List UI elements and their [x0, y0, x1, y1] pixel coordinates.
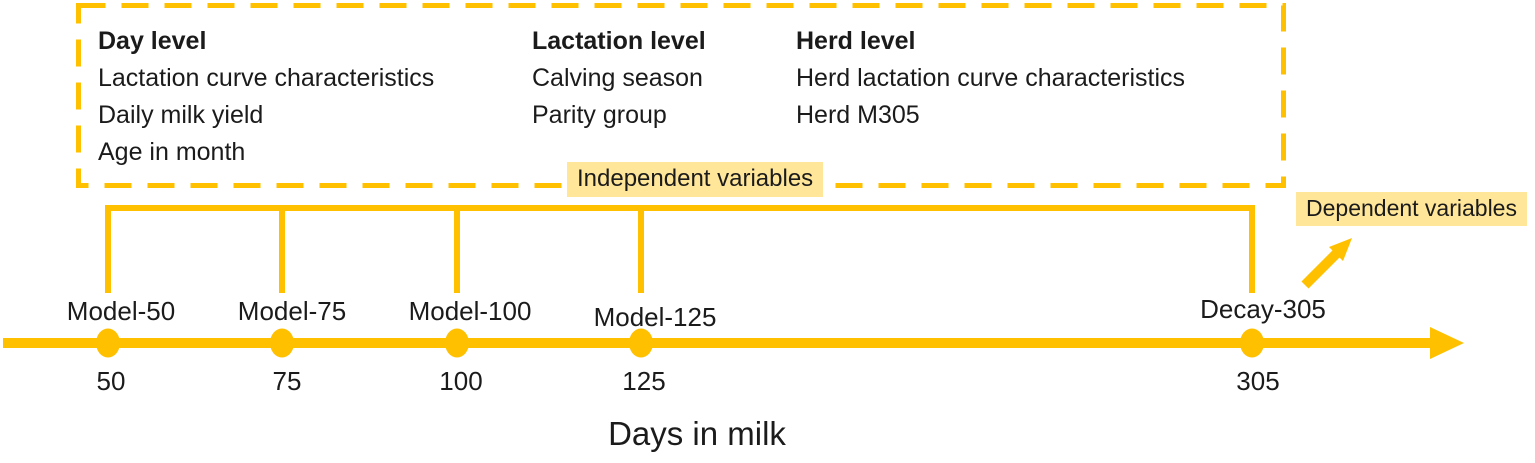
day-level-item: Lactation curve characteristics [98, 64, 435, 92]
lactation-level-item: Calving season [532, 64, 703, 92]
lactation-level-column: Lactation level Calving season Parity gr… [532, 23, 706, 134]
timeline-dot-305 [1240, 328, 1264, 358]
tick-125: 125 [622, 366, 666, 396]
lactation-level-title: Lactation level [532, 27, 706, 55]
model-125-label: Model-125 [593, 302, 717, 332]
model-75-label: Model-75 [237, 296, 347, 326]
timeline-dot-100 [445, 328, 469, 358]
timeline-arrowhead-icon [1430, 327, 1464, 359]
lactation-level-item: Parity group [532, 101, 667, 129]
independent-variables-label: Independent variables [567, 162, 824, 197]
day-level-column: Day level Lactation curve characteristic… [98, 23, 434, 171]
dependent-arrowhead-icon [1329, 238, 1352, 261]
timeline-dot-75 [270, 328, 294, 358]
herd-level-item: Herd lactation curve characteristics [796, 64, 1186, 92]
model-100-label: Model-100 [408, 296, 532, 326]
herd-level-item: Herd M305 [796, 101, 920, 129]
dependent-arrow-line [1301, 248, 1342, 289]
model-50-label: Model-50 [66, 296, 176, 326]
day-level-item: Daily milk yield [98, 101, 264, 129]
tick-50: 50 [96, 366, 126, 396]
day-level-title: Day level [98, 27, 207, 55]
tick-305: 305 [1236, 366, 1280, 396]
timeline-dot-125 [629, 328, 653, 358]
day-level-item: Age in month [98, 138, 246, 166]
timeline-dot-50 [96, 328, 120, 358]
tick-75: 75 [272, 366, 302, 396]
bracket-connector [105, 205, 1255, 293]
decay-305-label: Decay-305 [1200, 294, 1326, 324]
tick-100: 100 [439, 366, 483, 396]
herd-level-title: Herd level [796, 27, 916, 55]
herd-level-column: Herd level Herd lactation curve characte… [796, 23, 1185, 134]
dependent-variables-label: Dependent variables [1296, 192, 1527, 226]
axis-title: Days in milk [608, 415, 786, 452]
